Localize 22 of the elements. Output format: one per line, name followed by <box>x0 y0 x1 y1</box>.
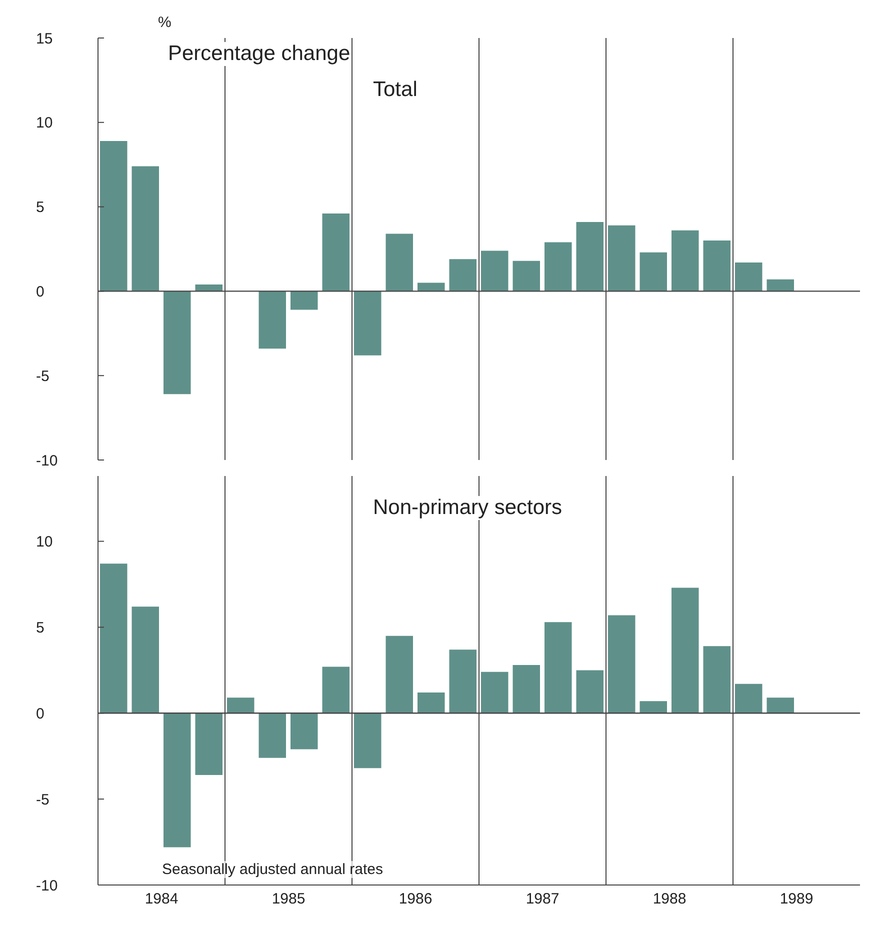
y-tick-label: 10 <box>36 534 53 551</box>
y-tick-label: 0 <box>36 705 44 722</box>
y-tick-label: -10 <box>36 452 58 470</box>
annotation: Seasonally adjusted annual rates <box>162 861 383 878</box>
text: Non-primary sectors <box>373 496 562 520</box>
y-tick-label: 5 <box>36 620 44 637</box>
y-tick-label: -5 <box>36 368 50 385</box>
x-tick-label: 1985 <box>272 890 306 908</box>
y-tick-label: -5 <box>36 791 50 808</box>
y-tick-label: 15 <box>36 30 53 48</box>
x-tick-label: 1987 <box>526 890 560 908</box>
x-tick-label: 1989 <box>780 890 814 908</box>
chart-subtitle: Percentage change <box>168 42 350 66</box>
x-tick-label: 1988 <box>652 890 686 908</box>
y-tick-label: -10 <box>36 877 58 894</box>
x-tick-label: 1986 <box>398 890 432 908</box>
y-tick-label: 5 <box>36 199 44 216</box>
y-tick-label: 10 <box>36 114 53 132</box>
x-tick-label: 1984 <box>144 890 178 908</box>
y-axis-title: % <box>158 14 172 31</box>
y-tick-label: 0 <box>36 284 44 301</box>
text: Total <box>373 78 418 102</box>
